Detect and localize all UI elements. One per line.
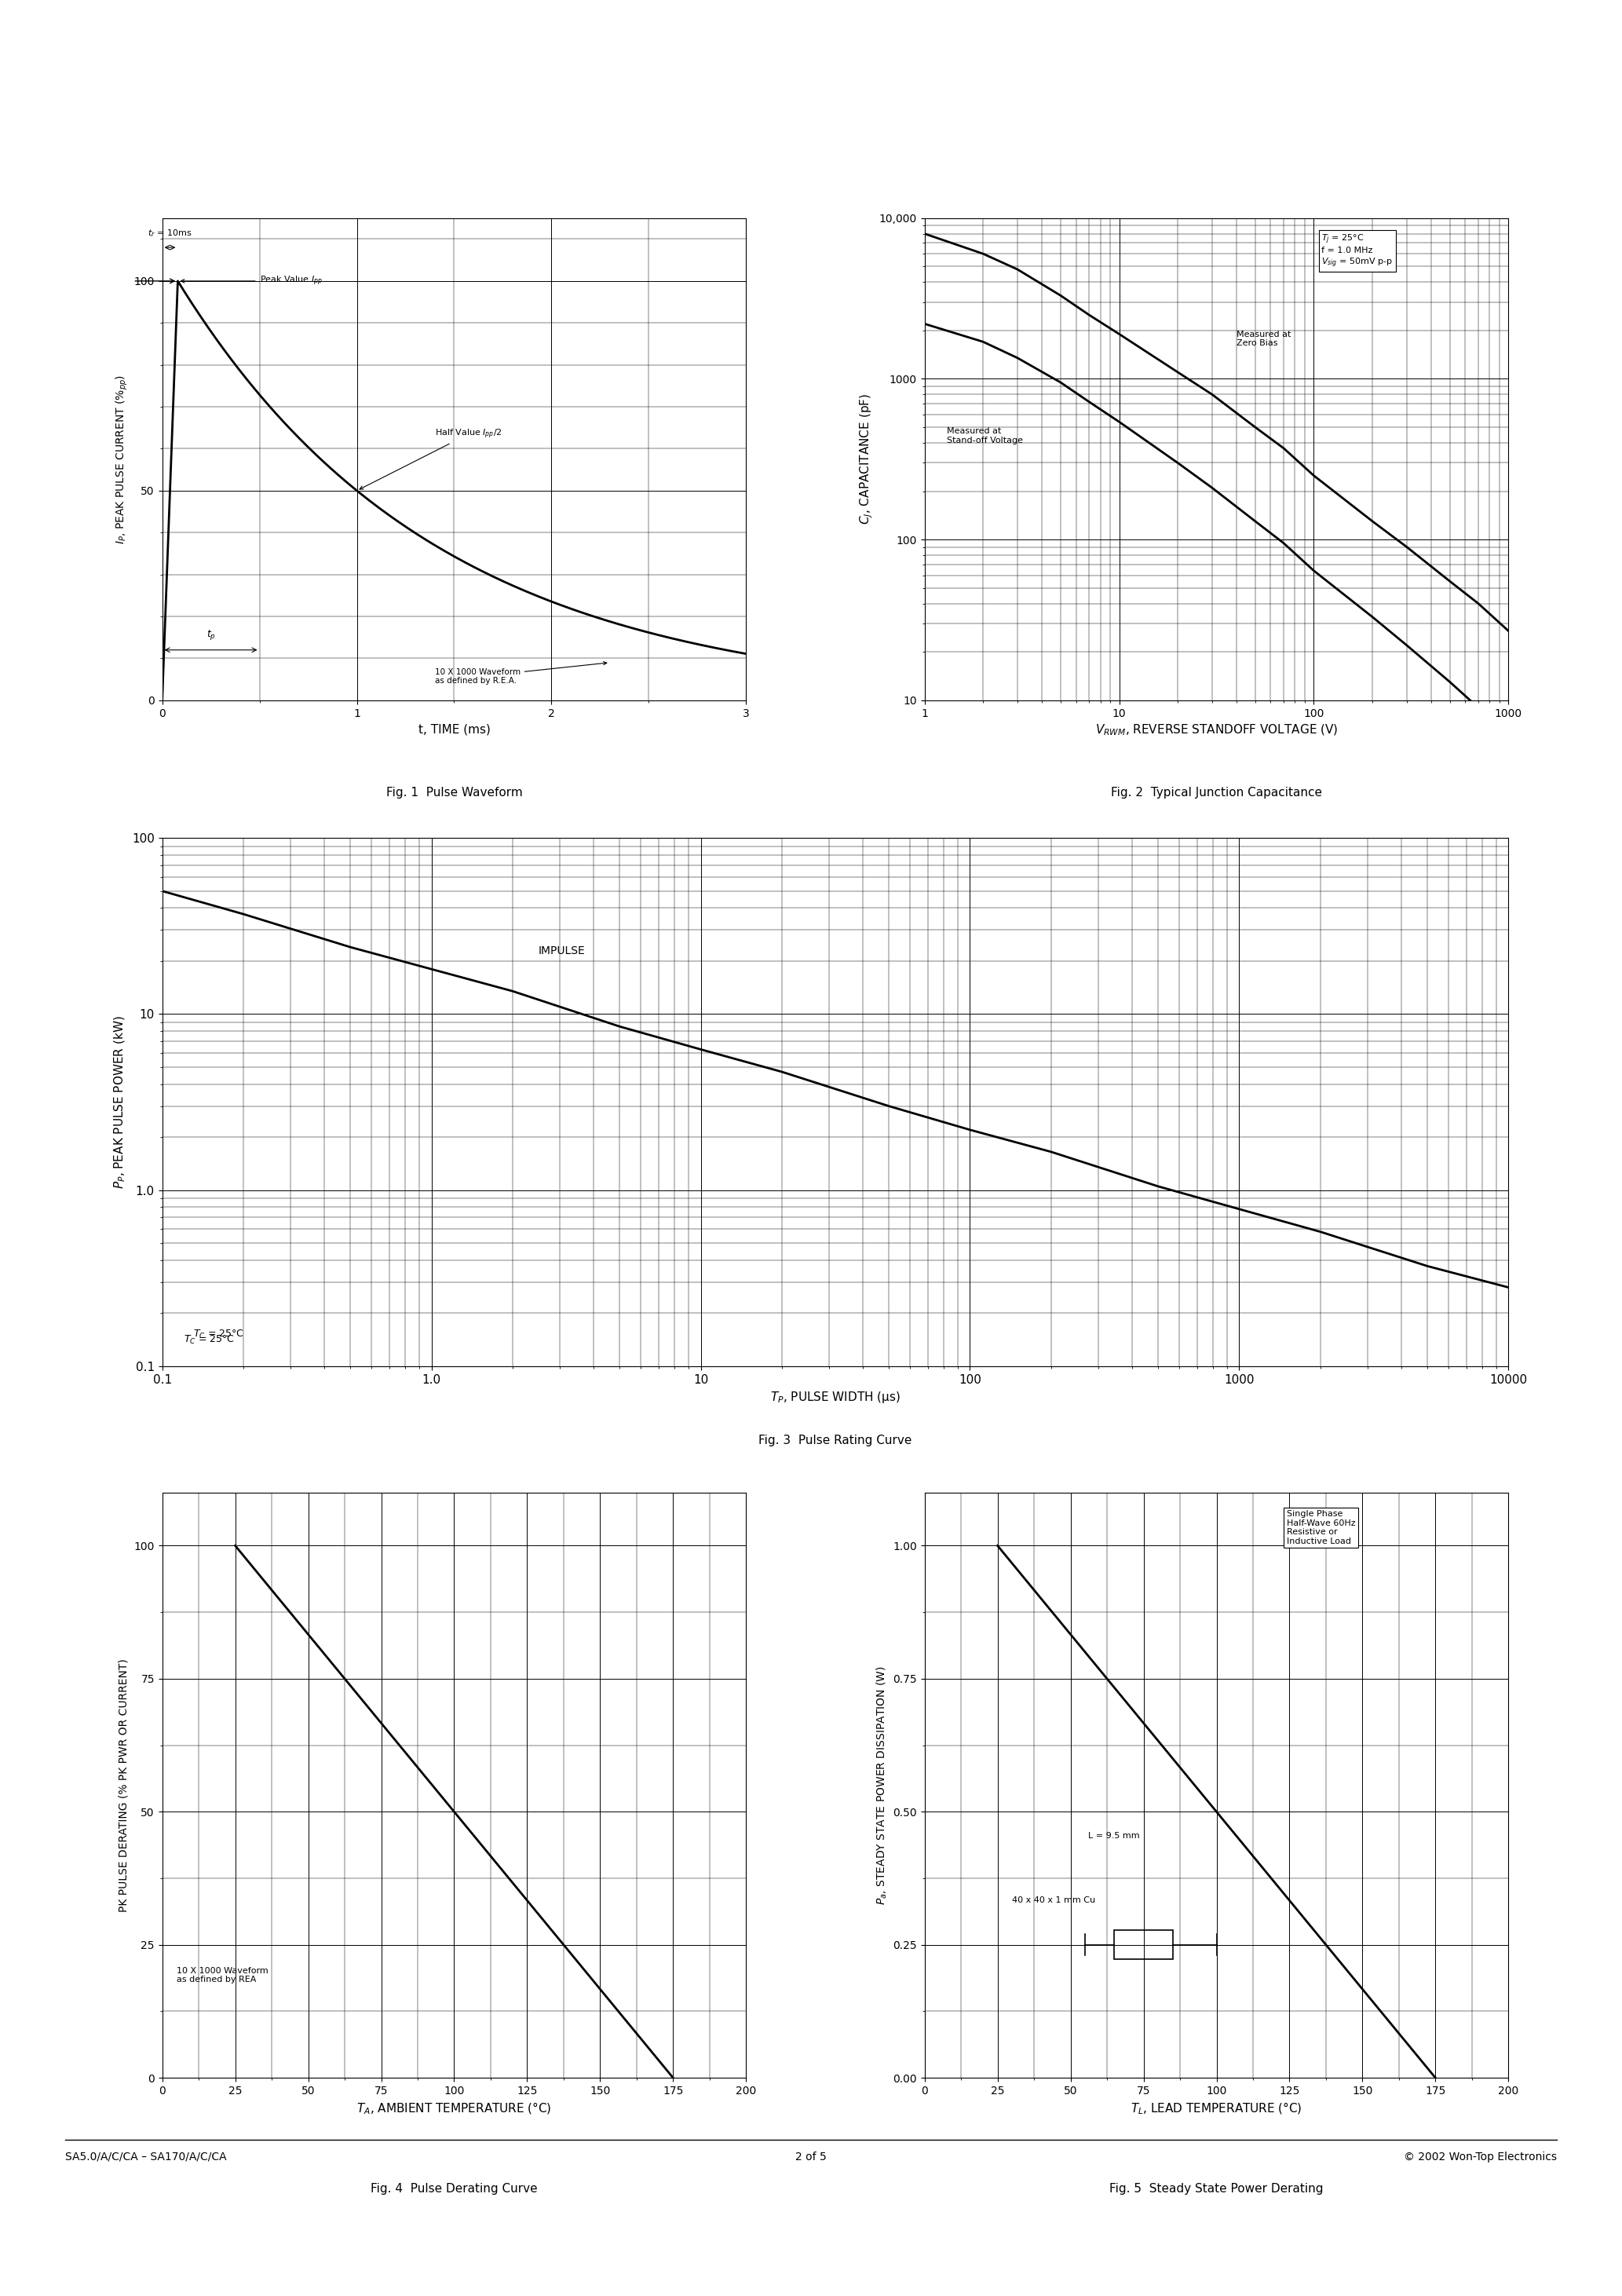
Text: Fig. 4  Pulse Derating Curve: Fig. 4 Pulse Derating Curve (371, 2183, 537, 2195)
X-axis label: $T_P$, PULSE WIDTH (μs): $T_P$, PULSE WIDTH (μs) (770, 1389, 900, 1405)
Text: Peak Value $I_{pp}$: Peak Value $I_{pp}$ (182, 276, 323, 287)
Y-axis label: $I_P$, PEAK PULSE CURRENT (%$_{pp}$): $I_P$, PEAK PULSE CURRENT (%$_{pp}$) (114, 374, 130, 544)
Bar (1114, 1931, 1173, 1958)
Text: Fig. 2  Typical Junction Capacitance: Fig. 2 Typical Junction Capacitance (1111, 788, 1322, 799)
Text: Measured at
Stand-off Voltage: Measured at Stand-off Voltage (947, 427, 1023, 443)
Y-axis label: $P_P$, PEAK PULSE POWER (kW): $P_P$, PEAK PULSE POWER (kW) (114, 1015, 128, 1189)
Text: $t_r$ = 10ms: $t_r$ = 10ms (148, 227, 191, 239)
Text: © 2002 Won-Top Electronics: © 2002 Won-Top Electronics (1405, 2151, 1557, 2163)
X-axis label: $V_{RWM}$, REVERSE STANDOFF VOLTAGE (V): $V_{RWM}$, REVERSE STANDOFF VOLTAGE (V) (1095, 723, 1338, 737)
Text: 40 x 40 x 1 mm Cu: 40 x 40 x 1 mm Cu (1012, 1896, 1095, 1903)
X-axis label: $T_A$, AMBIENT TEMPERATURE (°C): $T_A$, AMBIENT TEMPERATURE (°C) (357, 2101, 551, 2117)
Text: $T_C$ = 25°C: $T_C$ = 25°C (193, 1329, 243, 1341)
Text: $t_p$: $t_p$ (206, 629, 216, 641)
Text: $T_j$ = 25°C
f = 1.0 MHz
$V_{sig}$ = 50mV p-p: $T_j$ = 25°C f = 1.0 MHz $V_{sig}$ = 50m… (1322, 232, 1393, 269)
Text: $T_C$ = 25°C: $T_C$ = 25°C (183, 1334, 235, 1345)
Text: Fig. 3  Pulse Rating Curve: Fig. 3 Pulse Rating Curve (759, 1435, 912, 1446)
Y-axis label: $C_J$, CAPACITANCE (pF): $C_J$, CAPACITANCE (pF) (858, 393, 874, 526)
Text: SA5.0/A/C/CA – SA170/A/C/CA: SA5.0/A/C/CA – SA170/A/C/CA (65, 2151, 227, 2163)
X-axis label: t, TIME (ms): t, TIME (ms) (418, 723, 490, 735)
Y-axis label: $P_a$, STEADY STATE POWER DISSIPATION (W): $P_a$, STEADY STATE POWER DISSIPATION (W… (874, 1665, 889, 1906)
Text: 10 X 1000 Waveform
as defined by REA: 10 X 1000 Waveform as defined by REA (177, 1968, 269, 1984)
Text: 10 X 1000 Waveform
as defined by R.E.A.: 10 X 1000 Waveform as defined by R.E.A. (435, 661, 607, 684)
Y-axis label: PK PULSE DERATING (% PK PWR OR CURRENT): PK PULSE DERATING (% PK PWR OR CURRENT) (118, 1658, 130, 1913)
X-axis label: $T_L$, LEAD TEMPERATURE (°C): $T_L$, LEAD TEMPERATURE (°C) (1131, 2101, 1302, 2117)
Text: 2 of 5: 2 of 5 (795, 2151, 827, 2163)
Text: Fig. 1  Pulse Waveform: Fig. 1 Pulse Waveform (386, 788, 522, 799)
Text: Fig. 5  Steady State Power Derating: Fig. 5 Steady State Power Derating (1109, 2183, 1324, 2195)
Text: IMPULSE: IMPULSE (539, 946, 586, 955)
Text: Half Value $I_{pp}$/2: Half Value $I_{pp}$/2 (360, 427, 501, 489)
Text: Single Phase
Half-Wave 60Hz
Resistive or
Inductive Load: Single Phase Half-Wave 60Hz Resistive or… (1286, 1511, 1356, 1545)
Text: L = 9.5 mm: L = 9.5 mm (1088, 1832, 1140, 1839)
Text: Measured at
Zero Bias: Measured at Zero Bias (1236, 331, 1291, 347)
